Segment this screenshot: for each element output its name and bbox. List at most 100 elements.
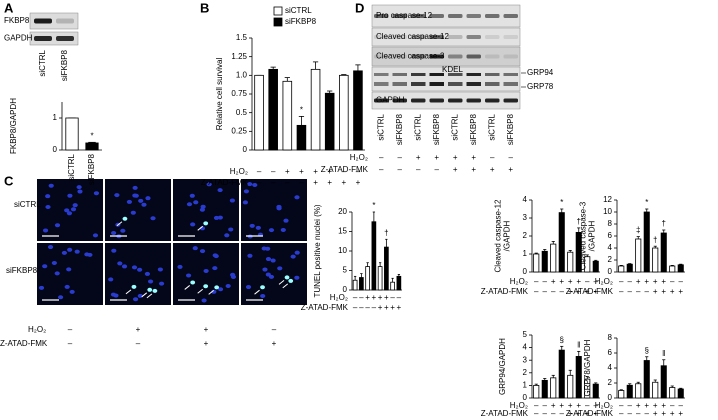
condition-sign: – bbox=[68, 325, 73, 334]
condition-sign: + bbox=[551, 401, 556, 410]
nucleus bbox=[189, 193, 195, 198]
y-tick-label: 1 bbox=[523, 249, 528, 258]
condition-label: H₂O₂ bbox=[595, 401, 613, 410]
lane-label: siFKBP8 bbox=[432, 113, 441, 145]
nucleus bbox=[138, 198, 144, 203]
condition-sign: + bbox=[453, 165, 458, 174]
nucleus bbox=[190, 222, 196, 227]
nucleus bbox=[54, 271, 60, 276]
x-tick-label: siCTRL bbox=[67, 153, 76, 180]
nucleus bbox=[262, 267, 268, 272]
bar bbox=[626, 384, 633, 399]
condition-sign: + bbox=[390, 303, 395, 312]
y-tick-label: 5 bbox=[343, 266, 348, 275]
nucleus bbox=[228, 227, 234, 232]
bar bbox=[254, 74, 264, 151]
condition-sign: – bbox=[372, 303, 377, 312]
blot-row-label: GAPDH bbox=[4, 34, 33, 43]
nucleus bbox=[268, 228, 275, 233]
blot-band bbox=[485, 82, 500, 86]
blot-band bbox=[485, 98, 500, 103]
nucleus bbox=[193, 200, 199, 205]
condition-sign: – bbox=[585, 277, 590, 286]
blot-row-label: GAPDH bbox=[376, 96, 405, 105]
blot-band bbox=[411, 73, 426, 76]
y-axis-label: GRP78/GAPDH bbox=[583, 339, 592, 396]
condition-sign: + bbox=[327, 178, 332, 187]
nucleus bbox=[265, 246, 271, 251]
condition-label: Z-ATAD-FMK bbox=[481, 287, 529, 296]
blot-side-label: GRP94 bbox=[527, 68, 554, 77]
condition-sign: – bbox=[416, 165, 421, 174]
nucleus bbox=[45, 194, 51, 199]
condition-sign: – bbox=[534, 277, 539, 286]
arrow bbox=[116, 221, 123, 227]
nucleus bbox=[247, 182, 253, 187]
condition-label: H₂O₂ bbox=[510, 401, 528, 410]
nucleus bbox=[131, 265, 138, 270]
blot-row-label: Pro caspase-12 bbox=[376, 11, 433, 20]
bar bbox=[660, 365, 667, 399]
blot-band bbox=[485, 14, 500, 18]
nucleus bbox=[213, 254, 219, 259]
y-tick-label: 2 bbox=[523, 368, 528, 377]
nucleus bbox=[199, 207, 206, 212]
blot-band bbox=[411, 82, 426, 86]
condition-sign: + bbox=[313, 178, 318, 187]
tunel-nucleus bbox=[152, 288, 158, 293]
blot-band bbox=[448, 14, 463, 18]
nucleus bbox=[224, 233, 230, 238]
condition-sign: – bbox=[534, 409, 539, 418]
blot-row-label: Cleaved caspase-12 bbox=[376, 32, 449, 41]
bar bbox=[618, 390, 625, 399]
blot-band bbox=[429, 98, 444, 103]
micrograph bbox=[37, 243, 103, 305]
condition-sign: + bbox=[678, 287, 683, 296]
lane-label: siFKBP8 bbox=[469, 113, 478, 145]
condition-sign: – bbox=[560, 287, 565, 296]
significance-marker: * bbox=[372, 201, 375, 210]
y-tick-label: 2 bbox=[608, 378, 613, 387]
significance-marker: * bbox=[645, 198, 648, 207]
condition-sign: – bbox=[594, 401, 599, 410]
significance-marker: * bbox=[90, 131, 93, 140]
condition-sign: + bbox=[378, 293, 383, 302]
nucleus bbox=[45, 204, 51, 209]
nucleus bbox=[144, 271, 150, 276]
nucleus bbox=[77, 189, 83, 194]
blot-band bbox=[466, 14, 481, 18]
condition-label: H₂O₂ bbox=[330, 293, 348, 302]
blot-strip bbox=[371, 4, 521, 28]
nucleus bbox=[66, 211, 73, 216]
bar bbox=[310, 68, 321, 151]
blot-band bbox=[429, 82, 444, 86]
nucleus bbox=[294, 250, 300, 255]
blot-strip bbox=[371, 66, 521, 92]
nucleus bbox=[69, 289, 75, 294]
condition-sign: + bbox=[585, 287, 590, 296]
y-tick-label: 6 bbox=[608, 231, 613, 240]
tunel-nucleus bbox=[131, 284, 137, 289]
blot-band bbox=[448, 35, 463, 39]
significance-marker: ‡ bbox=[636, 226, 640, 235]
y-tick-label: 0.75 bbox=[231, 89, 247, 98]
blot-band bbox=[429, 73, 444, 76]
nucleus bbox=[121, 264, 128, 269]
blot-band bbox=[392, 54, 407, 59]
nucleus bbox=[132, 297, 139, 302]
condition-label: Z-ATAD-FMK bbox=[321, 165, 369, 174]
condition-sign: + bbox=[661, 277, 666, 286]
blot-band bbox=[503, 73, 518, 76]
bar bbox=[626, 263, 633, 273]
condition-sign: + bbox=[568, 277, 573, 286]
nucleus bbox=[145, 196, 151, 201]
condition-sign: + bbox=[585, 409, 590, 418]
condition-sign: + bbox=[204, 339, 209, 348]
condition-sign: – bbox=[670, 401, 675, 410]
nucleus bbox=[57, 295, 64, 300]
bar bbox=[550, 377, 557, 399]
legend-label: siCTRL bbox=[285, 6, 312, 15]
legend-swatch bbox=[273, 17, 283, 27]
nucleus bbox=[111, 231, 117, 236]
bar bbox=[643, 211, 650, 273]
